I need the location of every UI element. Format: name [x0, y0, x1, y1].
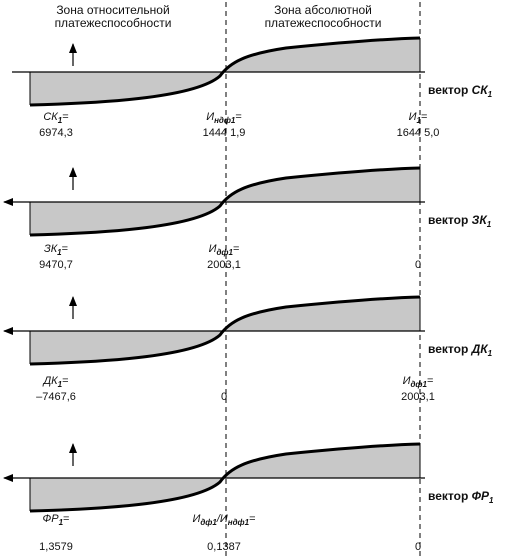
- vector-label: вектор СК1: [428, 83, 493, 99]
- zone-relative-label: Зона относительной платежеспособности: [18, 4, 208, 30]
- middle-name-label: Идф1/Индф1=: [192, 513, 255, 527]
- solvency-curve: [29, 36, 421, 107]
- panel-1: вектор СК1 СК1= 6974,3 Индф1= 1444 1,9 И1= 164…: [12, 36, 493, 139]
- vector-label: вектор ДК1: [428, 342, 493, 358]
- left-value-label: 9470,7: [39, 259, 73, 271]
- zone-absolute-line2: платежеспособности: [264, 16, 382, 30]
- solvency-curve: [29, 166, 421, 237]
- solvency-curve: [29, 442, 421, 513]
- left-value-label: 1,3579: [39, 541, 73, 553]
- vector-label: вектор ФР1: [428, 489, 494, 505]
- right-value-label: 0: [415, 541, 421, 553]
- left-name-label: ФР1=: [43, 513, 70, 527]
- zone-relative-line1: Зона относительной: [56, 3, 170, 17]
- left-name-label: ДК1=: [41, 375, 68, 389]
- middle-value-label: 0,1387: [207, 541, 241, 553]
- middle-name-label: Индф1=: [206, 111, 242, 125]
- middle-name-label: Идф1=: [209, 243, 240, 257]
- zone-absolute-label: Зона абсолютной платежеспособности: [228, 4, 418, 30]
- right-value-label: 2003,1: [401, 391, 435, 403]
- right-value-label: 1644 5,0: [397, 127, 440, 139]
- panel-4: вектор ФР1 ФР1= 1,3579 Идф1/Индф1= 0,1387 0: [3, 442, 494, 553]
- middle-value-label: 1444 1,9: [203, 127, 246, 139]
- right-name-label: Идф1=: [403, 375, 434, 389]
- left-name-label: ЗК1=: [44, 243, 68, 257]
- right-name-label: И1=: [409, 111, 428, 125]
- panel-3: вектор ДК1 ДК1= –7467,6 0 Идф1= 2003,1: [3, 295, 493, 403]
- right-value-label: 0: [415, 259, 421, 271]
- left-value-label: –7467,6: [36, 391, 76, 403]
- vector-label: вектор ЗК1: [428, 213, 492, 229]
- left-name-label: СК1=: [43, 111, 68, 125]
- left-value-label: 6974,3: [39, 127, 73, 139]
- zone-absolute-line1: Зона абсолютной: [274, 3, 372, 17]
- middle-value-label: 0: [221, 391, 227, 403]
- solvency-curve: [29, 295, 421, 366]
- zone-relative-line2: платежеспособности: [54, 16, 172, 30]
- panel-2: вектор ЗК1 ЗК1= 9470,7 Идф1= 2003,1 0: [3, 166, 492, 271]
- middle-value-label: 2003,1: [207, 259, 241, 271]
